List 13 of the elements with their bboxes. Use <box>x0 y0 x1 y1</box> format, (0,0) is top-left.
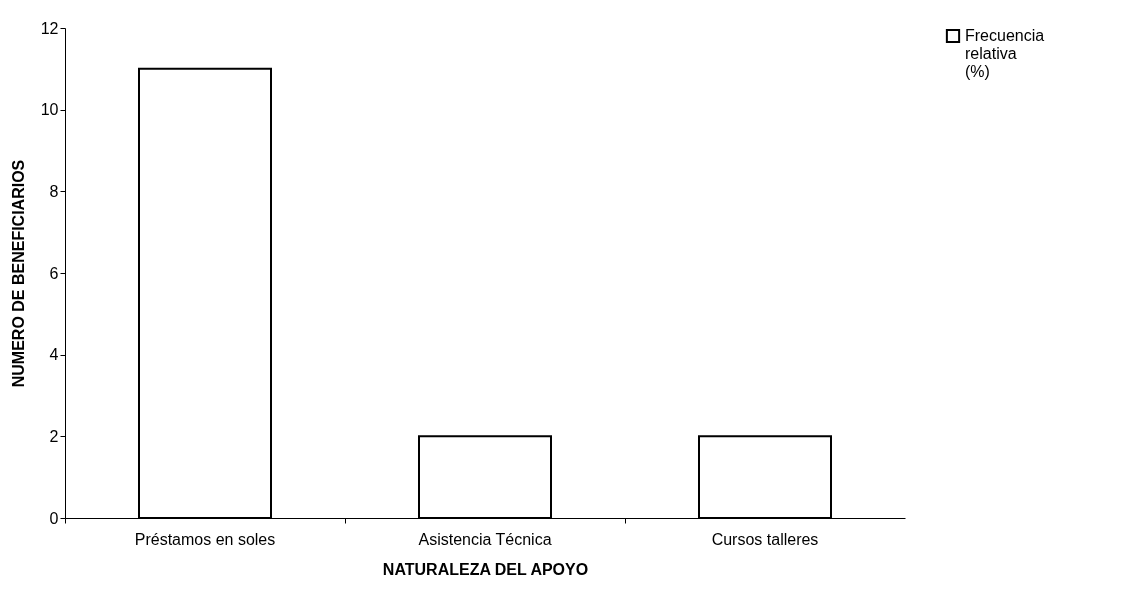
y-axis-title: NUMERO DE BENEFICIARIOS <box>9 159 27 388</box>
x-tick-label: Préstamos en soles <box>134 530 276 548</box>
y-tick-label: 4 <box>49 346 59 364</box>
x-tick-label: Asistencia Técnica <box>418 530 552 548</box>
legend-label: Frecuencia relativa (%) <box>965 27 1045 80</box>
y-tick-label: 8 <box>49 182 59 200</box>
y-tick-label: 12 <box>40 19 59 37</box>
x-axis-title: NATURALEZA DEL APOYO <box>382 560 589 578</box>
y-tick-label: 2 <box>49 427 59 445</box>
y-tick-label: 10 <box>40 101 59 119</box>
x-tick-label: Cursos talleres <box>711 530 819 548</box>
y-tick-label: 6 <box>49 264 59 282</box>
y-tick-label: 0 <box>49 509 59 527</box>
